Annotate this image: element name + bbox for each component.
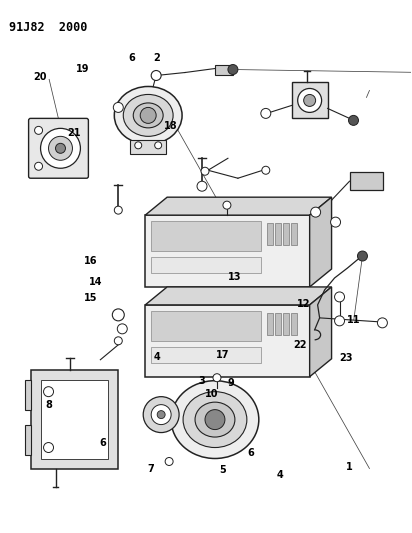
Circle shape <box>49 136 73 160</box>
Text: 2: 2 <box>153 53 160 63</box>
Bar <box>215 64 233 75</box>
Text: 19: 19 <box>76 64 89 74</box>
Circle shape <box>154 142 162 149</box>
Circle shape <box>298 88 322 112</box>
Text: 15: 15 <box>84 293 98 303</box>
Bar <box>349 172 384 190</box>
Circle shape <box>330 217 341 227</box>
Bar <box>291 313 297 335</box>
Circle shape <box>197 181 207 191</box>
Circle shape <box>135 142 142 149</box>
Ellipse shape <box>195 402 235 437</box>
Text: 6: 6 <box>99 438 106 448</box>
Text: 6: 6 <box>248 448 255 457</box>
Bar <box>145 215 310 287</box>
Circle shape <box>56 143 66 154</box>
Circle shape <box>335 292 344 302</box>
Text: 91J82  2000: 91J82 2000 <box>9 21 87 34</box>
Bar <box>130 140 166 154</box>
Circle shape <box>358 251 368 261</box>
Text: 6: 6 <box>128 53 135 63</box>
Ellipse shape <box>171 381 259 458</box>
Text: 14: 14 <box>89 278 103 287</box>
Text: 8: 8 <box>46 400 53 410</box>
Bar <box>283 223 289 245</box>
Bar <box>275 223 281 245</box>
Polygon shape <box>145 197 332 215</box>
Text: 21: 21 <box>67 127 80 138</box>
Circle shape <box>213 374 221 382</box>
Ellipse shape <box>133 103 163 128</box>
Text: 12: 12 <box>297 298 311 309</box>
Bar <box>283 313 289 335</box>
Circle shape <box>377 318 387 328</box>
Circle shape <box>311 207 321 217</box>
Circle shape <box>40 128 80 168</box>
Circle shape <box>35 126 42 134</box>
Bar <box>151 347 261 363</box>
FancyBboxPatch shape <box>28 118 89 178</box>
Circle shape <box>114 337 122 345</box>
Bar <box>30 370 118 470</box>
Bar <box>25 379 30 410</box>
Text: 4: 4 <box>276 471 283 480</box>
Text: 18: 18 <box>164 120 178 131</box>
Text: 5: 5 <box>219 465 226 475</box>
Bar <box>151 311 261 341</box>
Circle shape <box>113 102 123 112</box>
Circle shape <box>261 108 271 118</box>
Circle shape <box>349 116 358 125</box>
Circle shape <box>44 442 54 453</box>
Circle shape <box>117 324 127 334</box>
Circle shape <box>165 457 173 465</box>
Circle shape <box>140 108 156 123</box>
Text: 1: 1 <box>346 463 353 472</box>
Ellipse shape <box>114 86 182 144</box>
Text: 16: 16 <box>84 256 98 266</box>
Text: 13: 13 <box>228 272 241 282</box>
Circle shape <box>114 206 122 214</box>
Text: 17: 17 <box>215 350 229 360</box>
Polygon shape <box>145 287 332 305</box>
Circle shape <box>35 162 42 170</box>
Text: 20: 20 <box>33 72 47 82</box>
Bar <box>275 313 281 335</box>
Bar <box>151 221 261 251</box>
Circle shape <box>304 94 316 107</box>
Ellipse shape <box>123 94 173 136</box>
Bar <box>267 223 273 245</box>
Bar <box>145 305 310 377</box>
Circle shape <box>335 316 344 326</box>
Circle shape <box>201 167 209 175</box>
Circle shape <box>151 405 171 425</box>
Ellipse shape <box>183 392 247 448</box>
Bar <box>292 83 328 118</box>
Circle shape <box>157 410 165 418</box>
Text: 4: 4 <box>153 352 160 362</box>
Bar <box>151 257 261 273</box>
Polygon shape <box>310 287 332 377</box>
Circle shape <box>223 201 231 209</box>
Bar <box>291 223 297 245</box>
Circle shape <box>228 64 238 75</box>
Text: 11: 11 <box>347 314 360 325</box>
Circle shape <box>262 166 270 174</box>
Text: 23: 23 <box>339 353 352 363</box>
Circle shape <box>112 309 124 321</box>
Bar <box>40 379 108 459</box>
Text: 9: 9 <box>227 378 234 389</box>
Circle shape <box>44 386 54 397</box>
Circle shape <box>205 410 225 430</box>
Circle shape <box>143 397 179 433</box>
Text: 22: 22 <box>294 340 307 350</box>
Text: 7: 7 <box>147 464 154 473</box>
Bar <box>267 313 273 335</box>
Bar <box>25 425 30 455</box>
Polygon shape <box>310 197 332 287</box>
Circle shape <box>151 70 161 80</box>
Text: 3: 3 <box>199 376 205 386</box>
Text: 10: 10 <box>206 389 219 399</box>
